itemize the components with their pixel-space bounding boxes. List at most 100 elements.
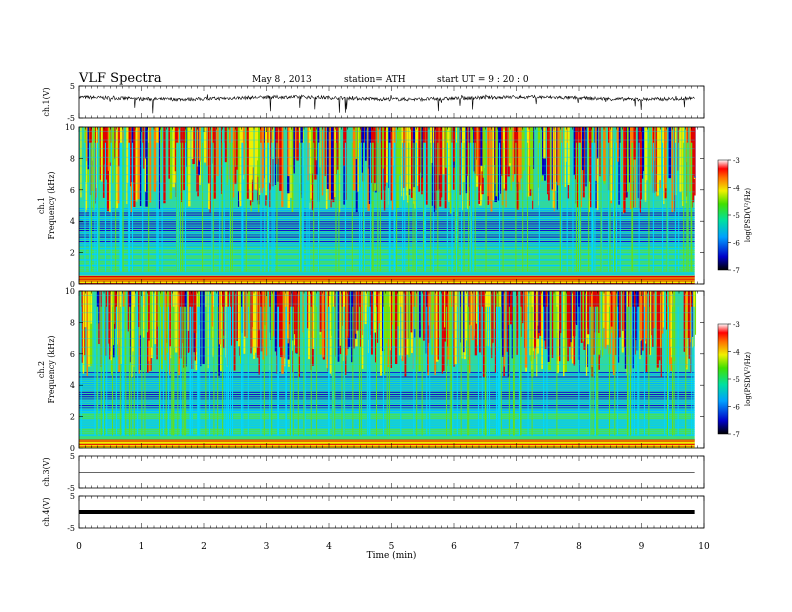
y-tick-label: 6 bbox=[70, 186, 75, 195]
colorbar-tick-label: -6 bbox=[733, 240, 740, 248]
spectral-burst bbox=[597, 306, 599, 436]
spectral-burst bbox=[685, 306, 687, 436]
spectral-burst bbox=[559, 142, 561, 272]
frequency-band bbox=[79, 221, 695, 223]
spectral-burst bbox=[653, 291, 655, 329]
spectral-burst bbox=[352, 127, 356, 191]
spectral-burst bbox=[182, 306, 184, 436]
frequency-band bbox=[79, 372, 695, 374]
spectral-burst bbox=[115, 127, 118, 209]
spectral-burst bbox=[265, 291, 268, 357]
spectral-burst bbox=[242, 306, 244, 436]
frequency-band bbox=[79, 259, 695, 261]
spectral-burst bbox=[335, 142, 337, 272]
spectral-burst bbox=[371, 291, 373, 355]
spectral-burst bbox=[338, 291, 341, 346]
start-time-label: start UT = 9 : 20 : 0 bbox=[437, 75, 529, 85]
spectral-burst bbox=[629, 127, 633, 210]
spectral-burst bbox=[98, 142, 100, 272]
spectral-burst bbox=[413, 127, 416, 188]
spectral-burst bbox=[141, 306, 143, 436]
frequency-band bbox=[79, 208, 695, 210]
frequency-band bbox=[79, 212, 695, 214]
spectral-burst bbox=[442, 127, 445, 175]
spectral-burst bbox=[396, 127, 399, 208]
spectral-burst bbox=[226, 306, 228, 436]
spectral-burst bbox=[381, 291, 385, 351]
spectral-burst bbox=[241, 142, 243, 272]
colorbar-label: log(PSD(V²/Hz) bbox=[744, 188, 752, 243]
spectral-burst bbox=[199, 306, 201, 436]
spectral-burst bbox=[460, 306, 462, 436]
frequency-band bbox=[79, 234, 695, 236]
frequency-band bbox=[79, 210, 695, 212]
spectral-burst bbox=[209, 127, 211, 213]
spectral-burst bbox=[148, 291, 150, 341]
spectral-burst bbox=[633, 306, 635, 436]
spectral-burst bbox=[497, 306, 499, 436]
spectral-burst bbox=[376, 291, 379, 343]
y-axis-label: ch.3(V) bbox=[42, 457, 51, 486]
spectral-burst bbox=[594, 142, 596, 272]
spectral-burst bbox=[156, 142, 158, 272]
y-axis-label: ch.4(V) bbox=[42, 497, 51, 526]
spectral-burst bbox=[548, 127, 551, 180]
spectral-burst bbox=[93, 127, 96, 211]
frequency-band bbox=[79, 165, 695, 167]
spectral-burst bbox=[110, 291, 113, 361]
spectral-burst bbox=[430, 142, 432, 272]
spectral-burst bbox=[352, 306, 354, 436]
spectral-burst bbox=[190, 306, 192, 436]
spectral-burst bbox=[175, 291, 178, 353]
spectral-burst bbox=[177, 291, 181, 375]
spectral-burst bbox=[477, 306, 479, 436]
spectral-burst bbox=[380, 127, 383, 200]
spectral-burst bbox=[564, 291, 567, 373]
frequency-band bbox=[79, 272, 695, 274]
spectral-burst bbox=[484, 306, 486, 436]
y-tick-label: 5 bbox=[70, 82, 75, 91]
colorbar-tick-label: -3 bbox=[733, 321, 740, 329]
spectral-burst bbox=[83, 291, 86, 356]
frequency-band bbox=[79, 200, 695, 202]
spectral-burst bbox=[426, 291, 429, 374]
spectral-burst bbox=[685, 291, 688, 370]
spectral-burst bbox=[572, 291, 576, 337]
spectral-burst bbox=[356, 291, 359, 331]
spectral-burst bbox=[232, 127, 235, 198]
spectral-burst bbox=[198, 306, 200, 436]
spectral-burst bbox=[443, 291, 445, 371]
spectral-burst bbox=[131, 291, 135, 352]
spectral-burst bbox=[538, 291, 540, 334]
spectral-burst bbox=[518, 127, 520, 182]
spectral-burst bbox=[499, 142, 501, 272]
frequency-band bbox=[79, 182, 695, 184]
spectral-burst bbox=[130, 306, 132, 436]
x-tick-label: 10 bbox=[698, 542, 710, 552]
colorbar-tick-label: -5 bbox=[733, 376, 740, 384]
spectral-burst bbox=[641, 291, 644, 351]
frequency-band bbox=[79, 251, 695, 253]
spectral-burst bbox=[652, 142, 654, 272]
spectral-burst bbox=[208, 306, 210, 436]
spectral-burst bbox=[183, 306, 185, 436]
spectral-burst bbox=[310, 306, 312, 436]
frequency-band bbox=[79, 130, 695, 132]
spectral-burst bbox=[224, 306, 226, 436]
spectral-burst bbox=[596, 127, 599, 159]
spectral-burst bbox=[465, 291, 468, 341]
spectral-burst bbox=[454, 291, 457, 365]
spectral-burst bbox=[239, 291, 242, 364]
frequency-band bbox=[79, 381, 695, 383]
spectral-burst bbox=[658, 291, 661, 361]
spectral-burst bbox=[328, 306, 330, 436]
spectral-burst bbox=[609, 127, 612, 201]
spectral-burst bbox=[553, 291, 555, 337]
spectral-burst bbox=[361, 127, 365, 173]
frequency-band bbox=[79, 398, 695, 400]
spectral-burst bbox=[145, 127, 148, 207]
spectral-burst bbox=[300, 142, 302, 272]
spectral-burst bbox=[434, 291, 436, 375]
spectral-burst bbox=[599, 127, 601, 177]
frequency-band bbox=[79, 253, 695, 255]
